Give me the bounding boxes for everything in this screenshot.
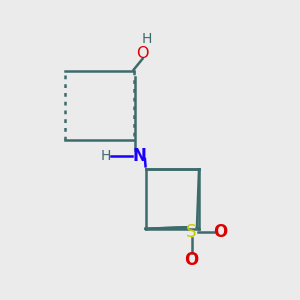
Text: N: N (133, 147, 146, 165)
Text: H: H (142, 32, 152, 46)
Text: O: O (136, 46, 149, 61)
Text: O: O (213, 223, 227, 241)
Text: O: O (184, 251, 199, 269)
Text: H: H (100, 149, 111, 163)
Text: S: S (186, 223, 197, 241)
